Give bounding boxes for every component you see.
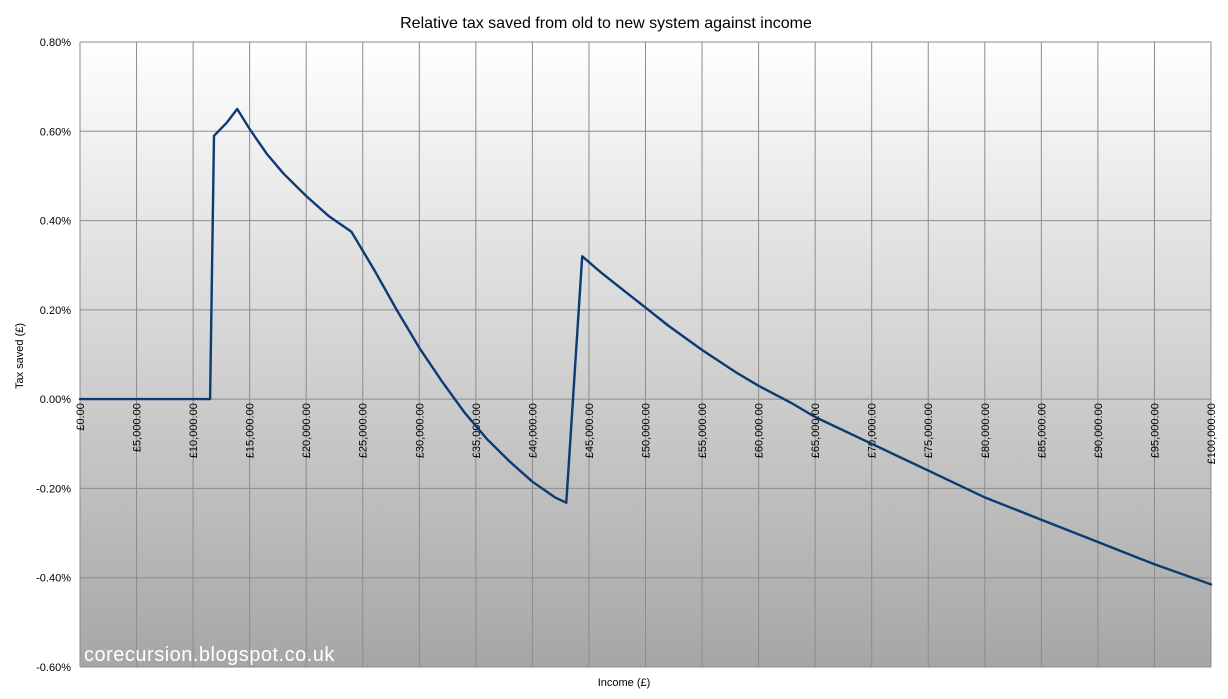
x-tick-label: £20,000.00 — [301, 403, 313, 458]
watermark-text: corecursion.blogspot.co.uk — [84, 644, 335, 666]
y-tick-label: 0.40% — [40, 216, 71, 228]
series-line — [78, 107, 1213, 586]
x-tick-label: £100,000.00 — [1206, 403, 1218, 464]
x-tick-label: £65,000.00 — [810, 403, 822, 458]
x-tick-label: £60,000.00 — [754, 403, 766, 458]
y-tick-label: -0.40% — [36, 573, 71, 585]
x-tick-label: £45,000.00 — [584, 403, 596, 458]
series-layer — [78, 107, 1213, 586]
x-tick-label: £10,000.00 — [188, 403, 200, 458]
y-tick-label: 0.20% — [40, 305, 71, 317]
x-tick-label: £15,000.00 — [245, 403, 257, 458]
x-tick-label: £50,000.00 — [641, 403, 653, 458]
x-axis-ticks: £0.00 £5,000.00 £10,000.00 £15,000.00 £20,00… — [75, 403, 1218, 464]
chart-title: Relative tax saved from old to new syste… — [400, 15, 812, 32]
y-tick-label: 0.00% — [40, 394, 71, 406]
y-tick-label: 0.60% — [40, 126, 71, 138]
x-tick-label: £85,000.00 — [1036, 403, 1048, 458]
y-tick-label: 0.80% — [40, 37, 71, 49]
x-tick-label: £55,000.00 — [697, 403, 709, 458]
y-axis-ticks: 0.80% 0.60% 0.40% 0.20% 0.00% -0.20% -0.40% -0.… — [36, 37, 71, 674]
gridlines — [79, 41, 1212, 668]
y-axis-label: Tax saved (£) — [14, 323, 26, 389]
x-axis-label: Income (£) — [598, 677, 651, 689]
x-tick-label: £25,000.00 — [358, 403, 370, 458]
x-tick-label: £0.00 — [75, 403, 87, 431]
x-tick-label: £75,000.00 — [923, 403, 935, 458]
x-tick-label: £80,000.00 — [980, 403, 992, 458]
x-tick-label: £35,000.00 — [471, 403, 483, 458]
x-tick-label: £90,000.00 — [1093, 403, 1105, 458]
x-tick-label: £30,000.00 — [414, 403, 426, 458]
x-tick-label: £70,000.00 — [867, 403, 879, 458]
y-tick-label: -0.20% — [36, 483, 71, 495]
x-tick-label: £5,000.00 — [132, 403, 144, 452]
x-tick-label: £95,000.00 — [1149, 403, 1161, 458]
y-tick-label: -0.60% — [36, 662, 71, 674]
x-tick-label: £40,000.00 — [527, 403, 539, 458]
